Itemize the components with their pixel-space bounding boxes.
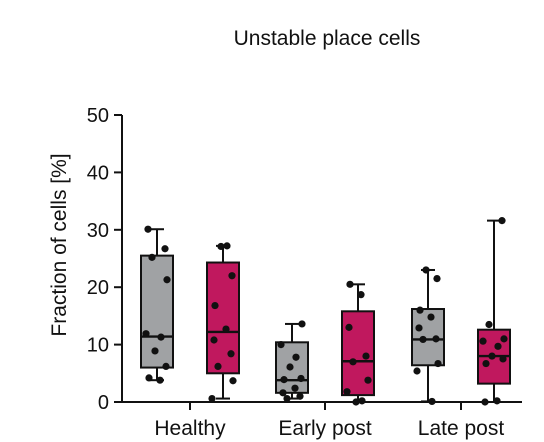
data-point — [222, 325, 230, 333]
data-point — [416, 306, 424, 314]
data-point — [296, 392, 304, 400]
x-category-label: Early post — [278, 417, 372, 440]
data-point — [161, 245, 169, 253]
data-point — [433, 274, 441, 283]
box-1-series-1 — [341, 280, 375, 406]
data-point — [479, 337, 487, 345]
y-tick-label: 10 — [87, 335, 109, 357]
data-point — [277, 341, 285, 349]
data-point — [210, 336, 218, 344]
data-point — [499, 355, 507, 363]
box-0-series-0 — [140, 225, 174, 384]
data-point — [228, 272, 236, 280]
data-point — [211, 301, 219, 310]
data-point — [498, 217, 506, 225]
data-point — [427, 313, 435, 321]
data-point — [413, 367, 421, 375]
box-0-series-1 — [206, 242, 240, 403]
data-point — [163, 276, 171, 284]
data-point — [485, 320, 493, 329]
data-point — [292, 353, 300, 361]
y-tick-label: 0 — [98, 392, 109, 414]
data-point — [482, 359, 490, 368]
data-point — [481, 398, 489, 406]
box-2-series-1 — [477, 217, 511, 406]
data-point — [500, 335, 508, 343]
x-axis-categories: Healthy Early post Late post — [154, 402, 504, 440]
data-point — [352, 398, 360, 406]
iqr-box — [206, 261, 240, 375]
data-point — [229, 377, 237, 385]
y-axis-title: Fraction of cells [%] — [48, 153, 71, 336]
y-tick-label: 40 — [87, 162, 109, 184]
data-point — [227, 350, 235, 358]
data-point — [280, 376, 288, 384]
data-point — [434, 359, 442, 368]
y-tick-label: 50 — [87, 105, 109, 127]
x-category-label: Late post — [418, 417, 505, 440]
y-tick-label: 20 — [87, 277, 109, 299]
data-point — [208, 394, 216, 403]
data-point — [217, 242, 225, 251]
data-point — [493, 397, 501, 405]
data-point — [346, 280, 354, 288]
data-point — [419, 335, 427, 344]
box-2-series-0 — [411, 266, 445, 406]
data-point — [156, 376, 164, 384]
data-point — [157, 333, 165, 341]
box-groups — [140, 217, 511, 406]
data-point — [432, 335, 440, 343]
data-point — [286, 363, 294, 371]
data-point — [494, 342, 502, 350]
data-point — [298, 320, 306, 328]
data-point — [291, 384, 299, 392]
data-point — [145, 374, 153, 382]
data-point — [422, 266, 430, 274]
data-point — [279, 389, 287, 397]
data-point — [162, 362, 170, 371]
y-tick-label: 30 — [87, 220, 109, 242]
data-point — [144, 225, 152, 233]
data-point — [283, 394, 291, 403]
data-point — [148, 253, 156, 261]
data-point — [349, 358, 357, 366]
data-point — [358, 397, 366, 405]
data-point — [488, 352, 496, 360]
data-point — [343, 388, 351, 396]
data-point — [223, 242, 231, 250]
data-point — [428, 397, 436, 406]
data-point — [214, 362, 222, 371]
data-point — [142, 330, 150, 338]
data-point — [362, 352, 370, 360]
data-point — [151, 347, 159, 355]
data-point — [415, 324, 423, 332]
chart-title: Unstable place cells — [234, 27, 421, 50]
data-point — [357, 291, 365, 299]
x-category-label: Healthy — [154, 417, 226, 440]
y-axis-ticks: 0 10 20 30 40 50 — [87, 105, 122, 414]
data-point — [345, 323, 353, 331]
data-point — [364, 376, 372, 384]
data-point — [297, 374, 305, 383]
box-1-series-0 — [275, 320, 309, 403]
